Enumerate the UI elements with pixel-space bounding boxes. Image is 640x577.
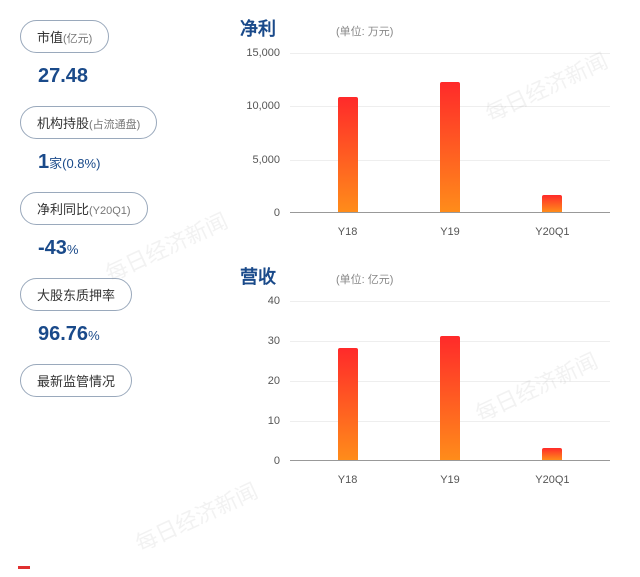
pill-label: 最新监管情况: [37, 374, 115, 389]
chart-bar: [338, 348, 358, 460]
x-axis-label: Y19: [440, 226, 460, 238]
x-axis-label: Y20Q1: [535, 226, 569, 238]
x-axis-label: Y19: [440, 474, 460, 486]
metric-regulatory: 最新监管情况: [20, 364, 200, 407]
chart-bar: [542, 195, 562, 212]
chart-unit: (单位: 亿元): [336, 271, 393, 287]
chart-bar: [440, 82, 460, 212]
pill-regulatory: 最新监管情况: [20, 364, 132, 397]
metric-institutional: 机构持股(占流通盘) 1家(0.8%): [20, 106, 200, 174]
pill-sub: (占流通盘): [89, 119, 140, 131]
metric-value: 1家(0.8%): [38, 151, 200, 174]
chart-bar: [542, 448, 562, 460]
y-axis-label: 30: [268, 335, 280, 347]
metric-pledge-rate: 大股东质押率 96.76%: [20, 278, 200, 346]
chart-bar: [338, 97, 358, 212]
pill-label: 净利同比: [37, 202, 89, 217]
chart-area: 05,00010,00015,000Y18Y19Y20Q1: [290, 53, 610, 243]
pill-label: 机构持股: [37, 116, 89, 131]
y-axis-label: 0: [274, 207, 280, 219]
y-axis-label: 10: [268, 415, 280, 427]
y-axis-label: 15,000: [246, 47, 280, 59]
chart-header: 净利 (单位: 万元): [240, 15, 630, 41]
x-axis-label: Y18: [338, 226, 358, 238]
chart-area: 010203040Y18Y19Y20Q1: [290, 301, 610, 491]
y-axis-label: 40: [268, 295, 280, 307]
chart-title: 净利: [240, 15, 276, 41]
y-axis-label: 20: [268, 375, 280, 387]
metric-value: -43%: [38, 237, 200, 260]
pill-market-cap: 市值(亿元): [20, 20, 109, 53]
y-axis-label: 0: [274, 455, 280, 467]
metric-market-cap: 市值(亿元) 27.48: [20, 20, 200, 88]
x-axis-label: Y20Q1: [535, 474, 569, 486]
y-axis-label: 10,000: [246, 100, 280, 112]
pill-label: 市值: [37, 30, 63, 45]
pill-pledge-rate: 大股东质押率: [20, 278, 132, 311]
right-panel: 净利 (单位: 万元) 0 5,000 10,000 15,000 Y18 Y19 Y20Q…: [210, 0, 640, 577]
pill-profit-yoy: 净利同比(Y20Q1): [20, 192, 148, 225]
chart-header: 营收 (单位: 亿元): [240, 263, 630, 289]
metric-profit-yoy: 净利同比(Y20Q1) -43%: [20, 192, 200, 260]
chart-unit: (单位: 万元): [336, 23, 393, 39]
metric-value: 27.48: [38, 65, 200, 88]
metric-value: 96.76%: [38, 323, 200, 346]
chart-bar: [440, 336, 460, 460]
pill-sub: (亿元): [63, 33, 92, 45]
chart-profit: 净利 (单位: 万元) 0 5,000 10,000 15,000 Y18 Y19 Y20Q…: [240, 15, 630, 243]
red-cursor-mark: [18, 566, 30, 569]
x-axis-label: Y18: [338, 474, 358, 486]
pill-label: 大股东质押率: [37, 288, 115, 303]
pill-institutional: 机构持股(占流通盘): [20, 106, 157, 139]
y-axis-label: 5,000: [252, 154, 280, 166]
pill-sub: (Y20Q1): [89, 205, 131, 217]
chart-revenue: 营收 (单位: 亿元) 0 10 20 30 40 Y18 Y19 Y20Q1: [240, 263, 630, 491]
left-panel: 市值(亿元) 27.48 机构持股(占流通盘) 1家(0.8%) 净利同比(Y2…: [0, 0, 210, 577]
chart-title: 营收: [240, 263, 276, 289]
